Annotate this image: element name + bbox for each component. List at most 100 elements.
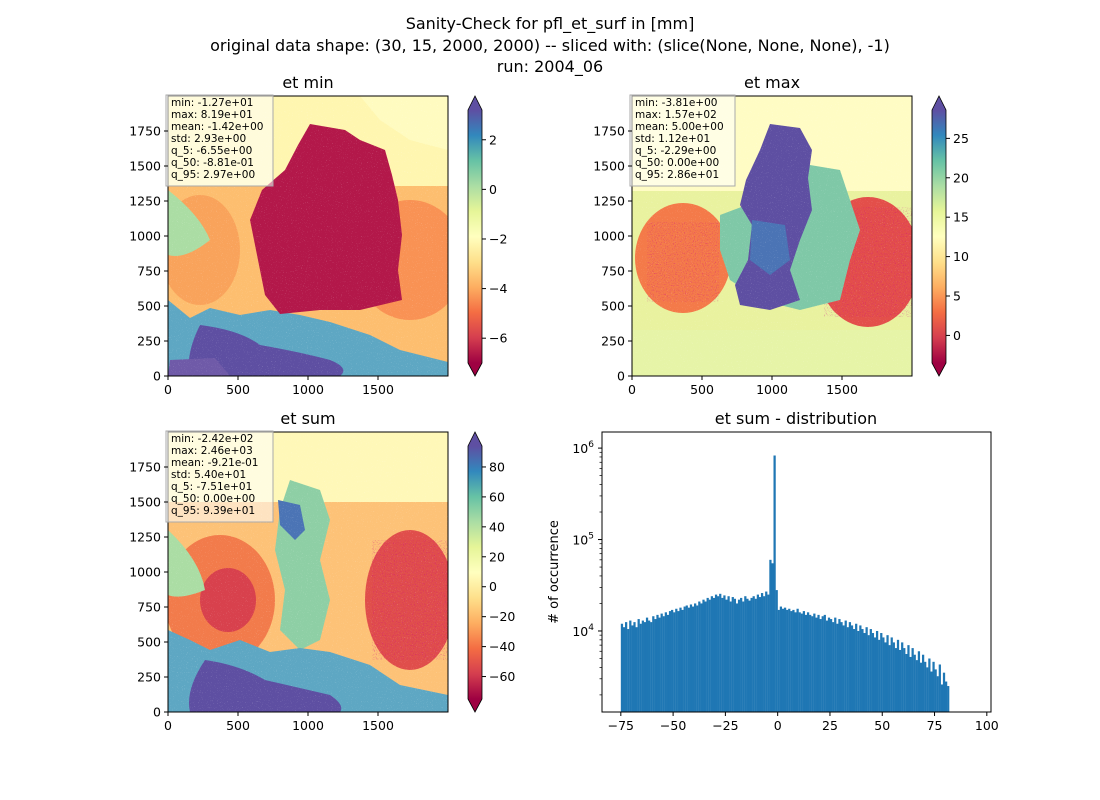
stats-line: std: 2.93e+00	[171, 133, 246, 145]
y-axis-ticks: 0 250 500 750 1000 1250 1500 1750	[593, 124, 632, 384]
histogram-bar	[934, 669, 937, 712]
histogram-bar	[748, 600, 751, 712]
histogram-bar	[691, 606, 695, 712]
histogram-bar	[838, 619, 841, 712]
y-tick-label: 1500	[593, 159, 625, 174]
figure-title-line-1: Sanity-Check for pfl_et_surf in [mm]	[406, 14, 695, 34]
histogram-bar	[857, 630, 860, 712]
histogram-bar	[627, 629, 630, 712]
panel-title-distribution: et sum - distribution	[715, 409, 877, 428]
histogram-bar	[673, 612, 676, 712]
stats-box	[629, 94, 736, 187]
y-tick-label: 1000	[129, 229, 161, 244]
histogram-bar	[798, 612, 801, 712]
x-tick-label: 100	[975, 718, 999, 733]
panel-title-et-max: et max	[744, 73, 800, 92]
histogram-bar	[671, 609, 674, 712]
histogram-bar	[706, 597, 709, 712]
colorbar-tick-label: 20	[489, 549, 505, 564]
histogram-bars	[620, 455, 950, 712]
histogram-bar	[917, 651, 921, 712]
x-tick-label: 0	[774, 718, 782, 733]
stats-line: q_5: -2.29e+00	[635, 145, 716, 157]
histogram-bar	[819, 619, 822, 712]
x-axis-ticks: −75 −50 −25 0 25 50 75 100	[608, 712, 999, 733]
histogram-bar	[683, 606, 686, 712]
colorbar-tick-label: 80	[489, 459, 505, 474]
histogram-bar	[844, 620, 847, 712]
histogram-bar	[905, 654, 908, 712]
histogram-bar	[809, 614, 812, 712]
histogram-bar	[781, 608, 785, 712]
histogram-bar	[744, 596, 747, 712]
histogram-bar	[806, 612, 810, 712]
stats-line: q_5: -7.51e+01	[171, 481, 252, 493]
x-tick-label: 25	[822, 718, 838, 733]
figure-title-line-3: run: 2004_06	[497, 57, 603, 77]
stats-line: min: -2.42e+02	[171, 433, 253, 445]
histogram-bar	[629, 620, 632, 712]
histogram-bar	[658, 617, 661, 712]
histogram-bar	[863, 633, 866, 712]
y-axis-ticks: 0 250 500 750 1000 1250 1500 1750	[129, 460, 168, 720]
colorbar-tick-label: 40	[489, 519, 505, 534]
histogram-bar	[942, 672, 946, 712]
histogram-bar	[783, 607, 787, 712]
x-tick-label: 500	[690, 382, 714, 397]
histogram-bar	[903, 648, 906, 712]
colorbar-tick-label: 20	[953, 170, 969, 185]
y-tick-label: 104	[572, 623, 594, 639]
colorbar-tick-label: 60	[489, 489, 505, 504]
histogram-bar	[773, 455, 776, 712]
histogram-bar	[873, 637, 877, 712]
histogram-bar	[855, 623, 858, 712]
y-tick-label: 750	[601, 264, 625, 279]
colorbar-et-min: 2 0 −2 −4 −6	[467, 95, 507, 377]
histogram-bar	[769, 559, 772, 712]
histogram-bar	[777, 609, 780, 712]
histogram-bar	[875, 630, 879, 712]
colorbar-tick-label: −2	[489, 231, 507, 246]
histogram-bar	[756, 594, 760, 712]
y-tick-label: 1750	[593, 124, 625, 139]
stats-line: q_95: 2.97e+00	[171, 169, 255, 181]
x-tick-label: 1500	[362, 718, 394, 733]
histogram-bar	[740, 597, 743, 712]
histogram-bar	[645, 617, 649, 712]
y-tick-label: 1000	[593, 229, 625, 244]
histogram-bar	[650, 622, 653, 712]
axes-frame	[601, 431, 992, 713]
histogram-bar	[750, 597, 753, 712]
histogram-bar	[878, 639, 881, 712]
x-tick-label: 75	[927, 718, 943, 733]
stats-line: q_50: 0.00e+00	[171, 493, 255, 505]
histogram-bar	[664, 612, 667, 712]
histogram-bar	[689, 604, 693, 712]
x-tick-label: 1000	[756, 382, 788, 397]
colorbar-tick-label: 25	[953, 131, 969, 146]
stats-line: q_95: 2.86e+01	[635, 169, 719, 181]
histogram-bar	[852, 629, 856, 712]
histogram-bar	[712, 597, 716, 712]
x-tick-label: 1000	[292, 382, 324, 397]
histogram-bar	[817, 614, 820, 712]
colorbar-tick-label: 0	[953, 328, 961, 343]
histogram-bar	[940, 684, 944, 712]
histogram-bar	[792, 609, 795, 712]
histogram-bar	[708, 599, 711, 712]
x-tick-label: −25	[712, 718, 738, 733]
histogram-bar	[796, 608, 799, 712]
histogram-bar	[643, 622, 647, 712]
histogram-bar	[742, 601, 745, 712]
histogram-bar	[846, 627, 849, 712]
y-tick-label: 1000	[129, 565, 161, 580]
histogram-bar	[698, 601, 701, 712]
histogram-bar	[625, 622, 628, 712]
histogram-bar	[813, 613, 816, 712]
histogram-bar	[800, 613, 803, 712]
histogram-bar	[884, 642, 887, 712]
histogram-bar	[760, 593, 764, 712]
y-tick-label: 500	[137, 635, 161, 650]
stats-line: q_50: -8.81e-01	[171, 157, 254, 169]
